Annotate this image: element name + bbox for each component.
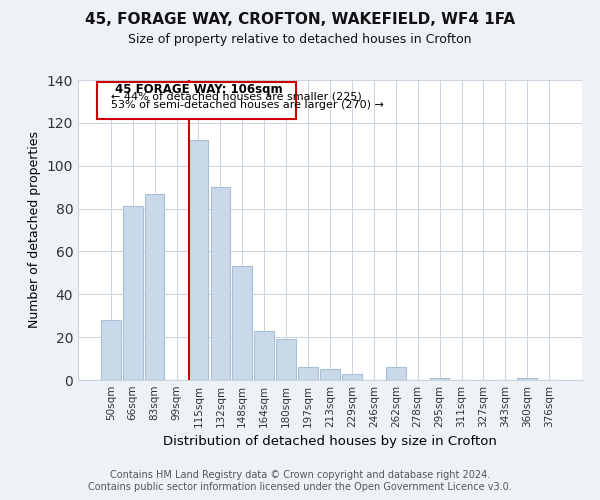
Bar — [145, 194, 164, 380]
Text: 53% of semi-detached houses are larger (270) →: 53% of semi-detached houses are larger (… — [111, 100, 383, 110]
Text: 45 FORAGE WAY: 106sqm: 45 FORAGE WAY: 106sqm — [115, 83, 282, 96]
Bar — [430, 378, 449, 380]
Text: 45, FORAGE WAY, CROFTON, WAKEFIELD, WF4 1FA: 45, FORAGE WAY, CROFTON, WAKEFIELD, WF4 … — [85, 12, 515, 28]
Text: Contains HM Land Registry data © Crown copyright and database right 2024.: Contains HM Land Registry data © Crown c… — [110, 470, 490, 480]
Bar — [320, 370, 340, 380]
Bar — [232, 266, 252, 380]
Bar — [254, 330, 274, 380]
Bar — [123, 206, 143, 380]
Bar — [101, 320, 121, 380]
FancyBboxPatch shape — [97, 82, 296, 119]
Bar — [298, 367, 318, 380]
X-axis label: Distribution of detached houses by size in Crofton: Distribution of detached houses by size … — [163, 436, 497, 448]
Bar — [188, 140, 208, 380]
Bar — [211, 187, 230, 380]
Bar — [517, 378, 537, 380]
Bar — [276, 340, 296, 380]
Bar — [386, 367, 406, 380]
Text: Contains public sector information licensed under the Open Government Licence v3: Contains public sector information licen… — [88, 482, 512, 492]
Text: Size of property relative to detached houses in Crofton: Size of property relative to detached ho… — [128, 32, 472, 46]
Text: ← 44% of detached houses are smaller (225): ← 44% of detached houses are smaller (22… — [111, 92, 362, 102]
Y-axis label: Number of detached properties: Number of detached properties — [28, 132, 41, 328]
Bar — [342, 374, 362, 380]
